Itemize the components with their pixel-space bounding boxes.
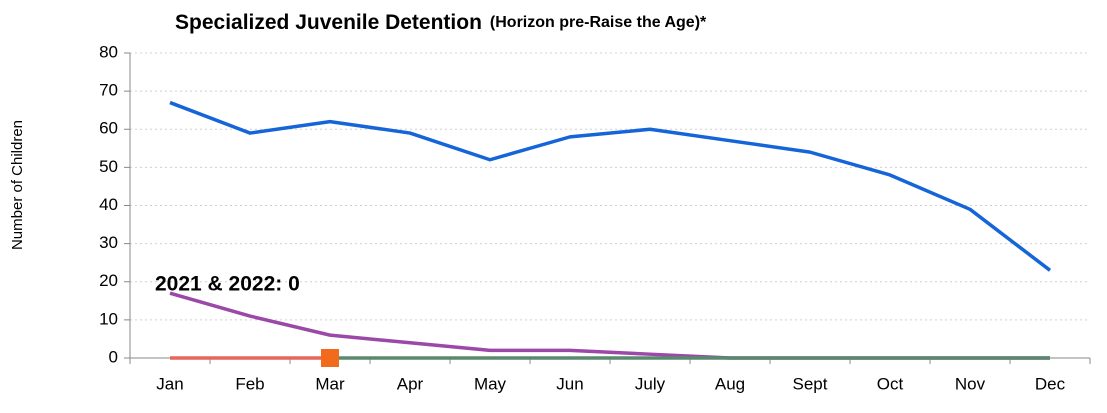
x-tick-label: Nov bbox=[955, 374, 986, 393]
marker bbox=[321, 349, 339, 367]
y-tick-label: 0 bbox=[109, 347, 118, 366]
y-axis-label: Number of Children bbox=[9, 120, 26, 250]
series-line bbox=[169, 100, 1052, 272]
y-tick-label: 10 bbox=[99, 309, 118, 328]
x-tick-label: Aug bbox=[715, 374, 745, 393]
y-tick-label: 80 bbox=[99, 42, 118, 61]
x-tick-label: Feb bbox=[235, 374, 264, 393]
chart-title: Specialized Juvenile Detention (Horizon p… bbox=[175, 11, 707, 34]
y-tick-label: 70 bbox=[99, 81, 118, 100]
x-tick-label: Mar bbox=[315, 374, 345, 393]
x-tick-label: Jun bbox=[556, 374, 583, 393]
x-tick-label: Sept bbox=[793, 374, 828, 393]
y-tick-label: 20 bbox=[99, 271, 118, 290]
y-tick-label: 60 bbox=[99, 119, 118, 138]
annotation: 2021 & 2022: 0 bbox=[155, 273, 300, 296]
x-tick-label: Jan bbox=[156, 374, 183, 393]
x-tick-label: May bbox=[474, 374, 507, 393]
x-tick-label: Dec bbox=[1035, 374, 1066, 393]
title: Specialized Juvenile Detention bbox=[175, 11, 482, 34]
x-tick-label: Oct bbox=[877, 374, 904, 393]
y-tick-label: 50 bbox=[99, 157, 118, 176]
x-tick-label: July bbox=[635, 374, 666, 393]
y-tick-label: 40 bbox=[99, 195, 118, 214]
y-tick-label: 30 bbox=[99, 233, 118, 252]
x-tick-label: Apr bbox=[397, 374, 424, 393]
subtitle: (Horizon pre-Raise the Age)* bbox=[490, 14, 707, 31]
series-line bbox=[169, 291, 1050, 360]
